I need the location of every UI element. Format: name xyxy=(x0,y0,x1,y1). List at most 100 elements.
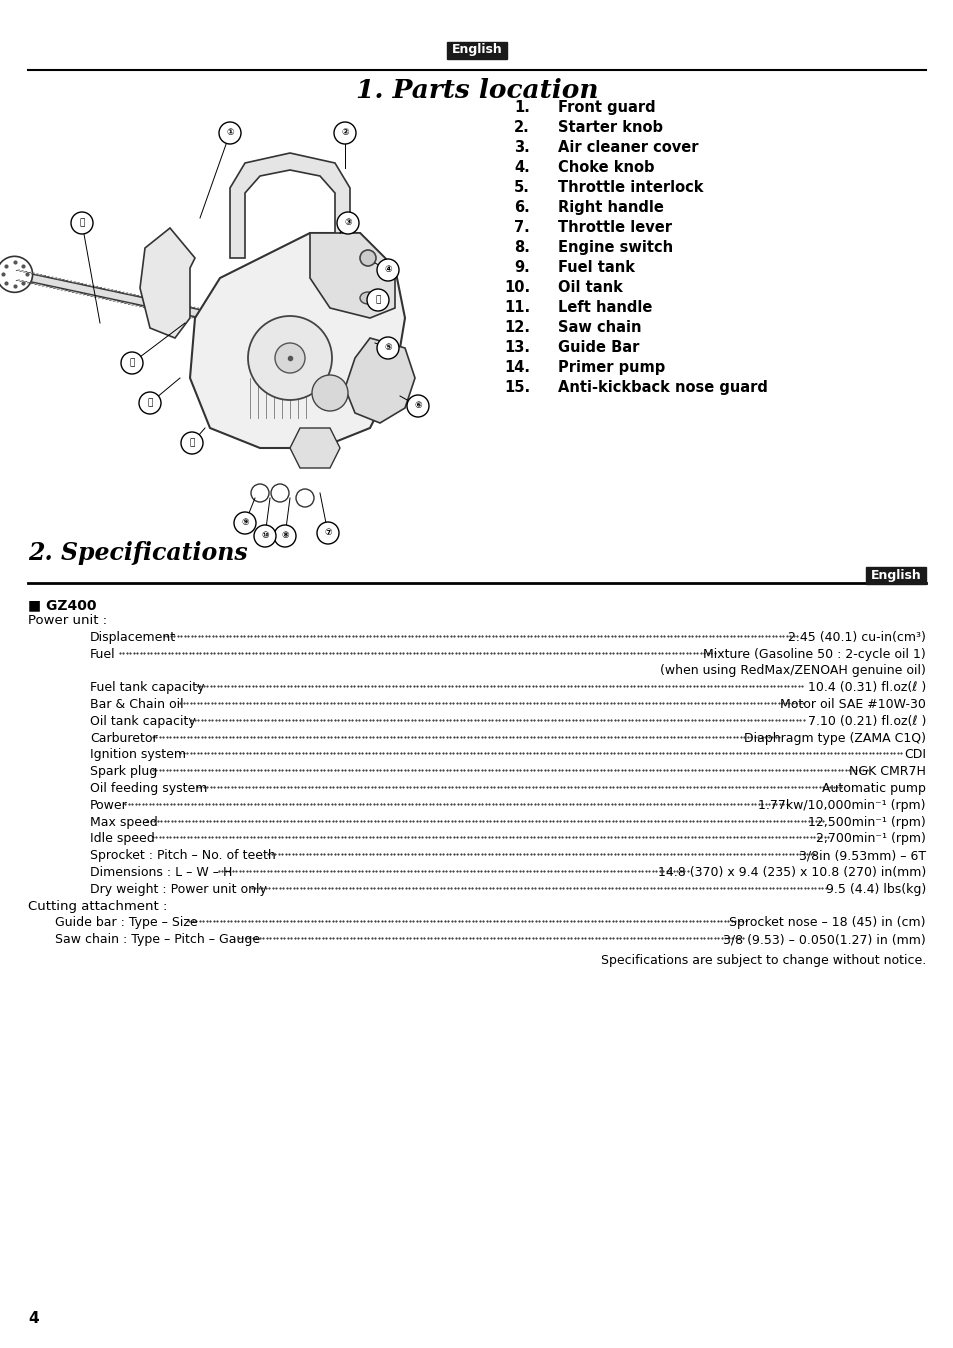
Text: Sprocket nose – 18 (45) in (cm): Sprocket nose – 18 (45) in (cm) xyxy=(729,917,925,929)
Text: Bar & Chain oil: Bar & Chain oil xyxy=(90,698,183,710)
Text: ⑧: ⑧ xyxy=(281,531,289,541)
Text: Dimensions : L – W – H: Dimensions : L – W – H xyxy=(90,865,233,879)
Text: Automatic pump: Automatic pump xyxy=(821,782,925,795)
Text: Spark plug: Spark plug xyxy=(90,766,157,778)
Text: 3/8 (9.53) – 0.050(1.27) in (mm): 3/8 (9.53) – 0.050(1.27) in (mm) xyxy=(722,933,925,946)
Text: Oil tank: Oil tank xyxy=(558,280,622,295)
Text: 9.5 (4.4) lbs(kg): 9.5 (4.4) lbs(kg) xyxy=(825,883,925,896)
Circle shape xyxy=(274,524,295,547)
Text: 12,500min⁻¹ (rpm): 12,500min⁻¹ (rpm) xyxy=(807,816,925,829)
Text: 7.10 (0.21) fl.oz(ℓ ): 7.10 (0.21) fl.oz(ℓ ) xyxy=(807,714,925,728)
Text: Fuel tank: Fuel tank xyxy=(558,260,635,275)
Text: 1. Parts location: 1. Parts location xyxy=(355,78,598,102)
Circle shape xyxy=(253,524,275,547)
Polygon shape xyxy=(14,271,220,322)
Text: Anti-kickback nose guard: Anti-kickback nose guard xyxy=(558,380,767,395)
Text: 4.: 4. xyxy=(514,160,530,175)
Text: 3.: 3. xyxy=(514,140,530,155)
Text: Mixture (Gasoline 50 : 2-cycle oil 1): Mixture (Gasoline 50 : 2-cycle oil 1) xyxy=(702,647,925,661)
Circle shape xyxy=(359,249,375,266)
Polygon shape xyxy=(140,228,194,338)
FancyBboxPatch shape xyxy=(447,42,506,58)
Text: 12.: 12. xyxy=(503,319,530,336)
Text: Guide bar : Type – Size: Guide bar : Type – Size xyxy=(55,917,197,929)
Text: 2.: 2. xyxy=(514,120,530,135)
Circle shape xyxy=(271,484,289,501)
Text: 10.: 10. xyxy=(503,280,530,295)
Text: 2. Specifications: 2. Specifications xyxy=(28,541,248,565)
Text: Ignition system: Ignition system xyxy=(90,748,186,762)
Text: Max speed: Max speed xyxy=(90,816,157,829)
Text: ⑦: ⑦ xyxy=(324,528,332,537)
Circle shape xyxy=(334,123,355,144)
Text: Left handle: Left handle xyxy=(558,301,652,315)
Text: Throttle interlock: Throttle interlock xyxy=(558,181,702,195)
Text: Specifications are subject to change without notice.: Specifications are subject to change wit… xyxy=(600,954,925,967)
Text: Right handle: Right handle xyxy=(558,200,663,214)
Text: ⑭: ⑭ xyxy=(375,295,380,305)
Text: 4: 4 xyxy=(28,1312,38,1326)
Text: 1.: 1. xyxy=(514,100,530,115)
Circle shape xyxy=(367,288,389,311)
Text: Idle speed: Idle speed xyxy=(90,833,154,845)
Text: Guide Bar: Guide Bar xyxy=(558,340,639,355)
Circle shape xyxy=(121,352,143,373)
Text: 9.: 9. xyxy=(514,260,530,275)
Text: 5.: 5. xyxy=(514,181,530,195)
Ellipse shape xyxy=(359,293,375,305)
Polygon shape xyxy=(190,233,405,448)
Text: 10.4 (0.31) fl.oz(ℓ ): 10.4 (0.31) fl.oz(ℓ ) xyxy=(807,681,925,694)
Text: Diaphragm type (ZAMA C1Q): Diaphragm type (ZAMA C1Q) xyxy=(743,732,925,744)
Polygon shape xyxy=(345,338,415,423)
Text: Choke knob: Choke knob xyxy=(558,160,654,175)
Circle shape xyxy=(251,484,269,501)
Text: ④: ④ xyxy=(384,266,392,274)
Text: Saw chain: Saw chain xyxy=(558,319,640,336)
Text: 13.: 13. xyxy=(503,340,530,355)
Text: CDI: CDI xyxy=(903,748,925,762)
Circle shape xyxy=(376,259,398,280)
Circle shape xyxy=(139,392,161,414)
Circle shape xyxy=(312,375,348,411)
Text: 2.45 (40.1) cu-in(cm³): 2.45 (40.1) cu-in(cm³) xyxy=(787,631,925,644)
Text: 1.77kw/10,000min⁻¹ (rpm): 1.77kw/10,000min⁻¹ (rpm) xyxy=(758,799,925,811)
Text: Oil tank capacity: Oil tank capacity xyxy=(90,714,195,728)
Text: Power unit :: Power unit : xyxy=(28,613,107,627)
Text: Displacement: Displacement xyxy=(90,631,176,644)
Text: ⑬: ⑬ xyxy=(130,359,134,367)
Text: Throttle lever: Throttle lever xyxy=(558,220,671,235)
Text: Front guard: Front guard xyxy=(558,100,655,115)
Text: (when using RedMax/ZENOAH genuine oil): (when using RedMax/ZENOAH genuine oil) xyxy=(659,665,925,678)
Text: ⑤: ⑤ xyxy=(384,342,392,352)
Text: Saw chain : Type – Pitch – Gauge: Saw chain : Type – Pitch – Gauge xyxy=(55,933,260,946)
Text: Fuel tank capacity: Fuel tank capacity xyxy=(90,681,204,694)
Text: 6.: 6. xyxy=(514,200,530,214)
Text: Power: Power xyxy=(90,799,128,811)
Circle shape xyxy=(0,256,32,293)
Polygon shape xyxy=(230,154,350,257)
FancyBboxPatch shape xyxy=(865,566,925,584)
Circle shape xyxy=(376,337,398,359)
Text: 11.: 11. xyxy=(503,301,530,315)
Circle shape xyxy=(295,489,314,507)
Text: NGK CMR7H: NGK CMR7H xyxy=(848,766,925,778)
Text: ⑮: ⑮ xyxy=(79,218,85,226)
Circle shape xyxy=(248,315,332,400)
Text: 14.: 14. xyxy=(503,360,530,375)
Text: English: English xyxy=(870,569,921,581)
Circle shape xyxy=(181,431,203,454)
Text: 7.: 7. xyxy=(514,220,530,235)
Circle shape xyxy=(71,212,92,235)
Circle shape xyxy=(274,342,305,373)
Text: ⑪: ⑪ xyxy=(189,438,194,448)
Text: ⑥: ⑥ xyxy=(414,400,421,410)
Text: ②: ② xyxy=(341,128,349,137)
Text: Primer pump: Primer pump xyxy=(558,360,664,375)
Text: ⑫: ⑫ xyxy=(147,398,152,407)
Circle shape xyxy=(233,512,255,534)
Text: ⑩: ⑩ xyxy=(261,531,269,541)
Text: ①: ① xyxy=(226,128,233,137)
Text: Dry weight : Power unit only: Dry weight : Power unit only xyxy=(90,883,267,896)
Text: 3/8in (9.53mm) – 6T: 3/8in (9.53mm) – 6T xyxy=(798,849,925,863)
Text: Oil feeding system: Oil feeding system xyxy=(90,782,207,795)
